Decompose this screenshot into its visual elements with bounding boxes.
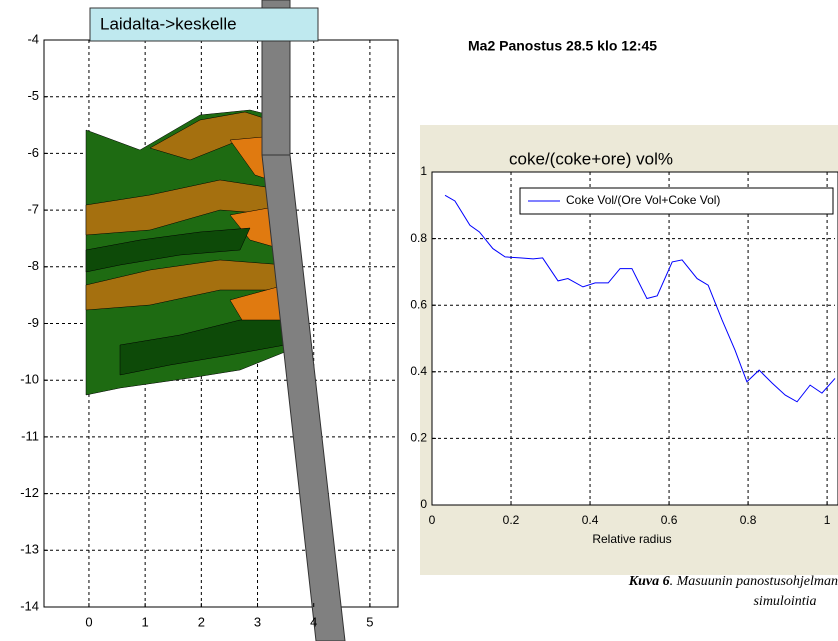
y-tick-label: -6: [27, 145, 39, 160]
y-tick-label: -14: [20, 598, 39, 613]
caption-text: . Masuunin panostusohjelman: [670, 574, 838, 589]
legend-box: [519, 187, 834, 215]
x-tick-label: 0.2: [503, 513, 520, 527]
x-tick-label: 2: [198, 614, 205, 629]
y-tick-label: -12: [20, 485, 39, 500]
x-tick-label: 0.8: [740, 513, 757, 527]
y-tick-label: 1: [420, 164, 427, 178]
y-tick-label: -7: [27, 202, 39, 217]
y-tick-label: -11: [21, 428, 39, 443]
x-tick-label: 0: [429, 513, 436, 527]
y-tick-label: -8: [27, 258, 39, 273]
y-tick-label: -9: [27, 315, 39, 330]
x-tick-label: 1: [824, 513, 831, 527]
label-box: [89, 7, 319, 42]
burden-layers: [85, 109, 291, 396]
wall: [261, 0, 346, 641]
x-tick-label: 0.4: [582, 513, 599, 527]
caption: Kuva 6. Masuunin panostusohjelman: [628, 574, 838, 589]
x-tick-label: 0: [85, 614, 92, 629]
y-tick-label: 0.8: [410, 231, 427, 245]
caption-label: Kuva 6: [628, 574, 670, 589]
y-tick-label: 0.6: [410, 297, 427, 311]
x-tick-label: 5: [366, 614, 373, 629]
data-line: [444, 194, 836, 403]
x-tick-label: 1: [142, 614, 149, 629]
right-grid: [431, 171, 835, 506]
label-box-text: Laidalta->keskelle: [100, 14, 237, 33]
legend-label: Coke Vol/(Ore Vol+Coke Vol): [566, 193, 720, 207]
y-tick-label: -5: [27, 88, 39, 103]
y-tick-label: 0.4: [410, 364, 427, 378]
y-tick-label: 0: [420, 497, 427, 511]
x-tick-label: 0.6: [661, 513, 678, 527]
right-plot-area: [431, 171, 838, 506]
y-tick-label: -10: [20, 372, 39, 387]
heading: Ma2 Panostus 28.5 klo 12:45: [468, 38, 657, 54]
layer: [85, 227, 251, 273]
x-tick-label: 3: [254, 614, 261, 629]
caption-line2: simulointia: [753, 594, 816, 609]
x-tick-label: 4: [310, 614, 317, 629]
y-tick-label: -13: [20, 542, 39, 557]
y-tick-label: -4: [27, 31, 39, 46]
chart-title: coke/(coke+ore) vol%: [509, 149, 673, 168]
y-tick-label: 0.2: [410, 431, 427, 445]
x-axis-label: Relative radius: [592, 532, 671, 546]
